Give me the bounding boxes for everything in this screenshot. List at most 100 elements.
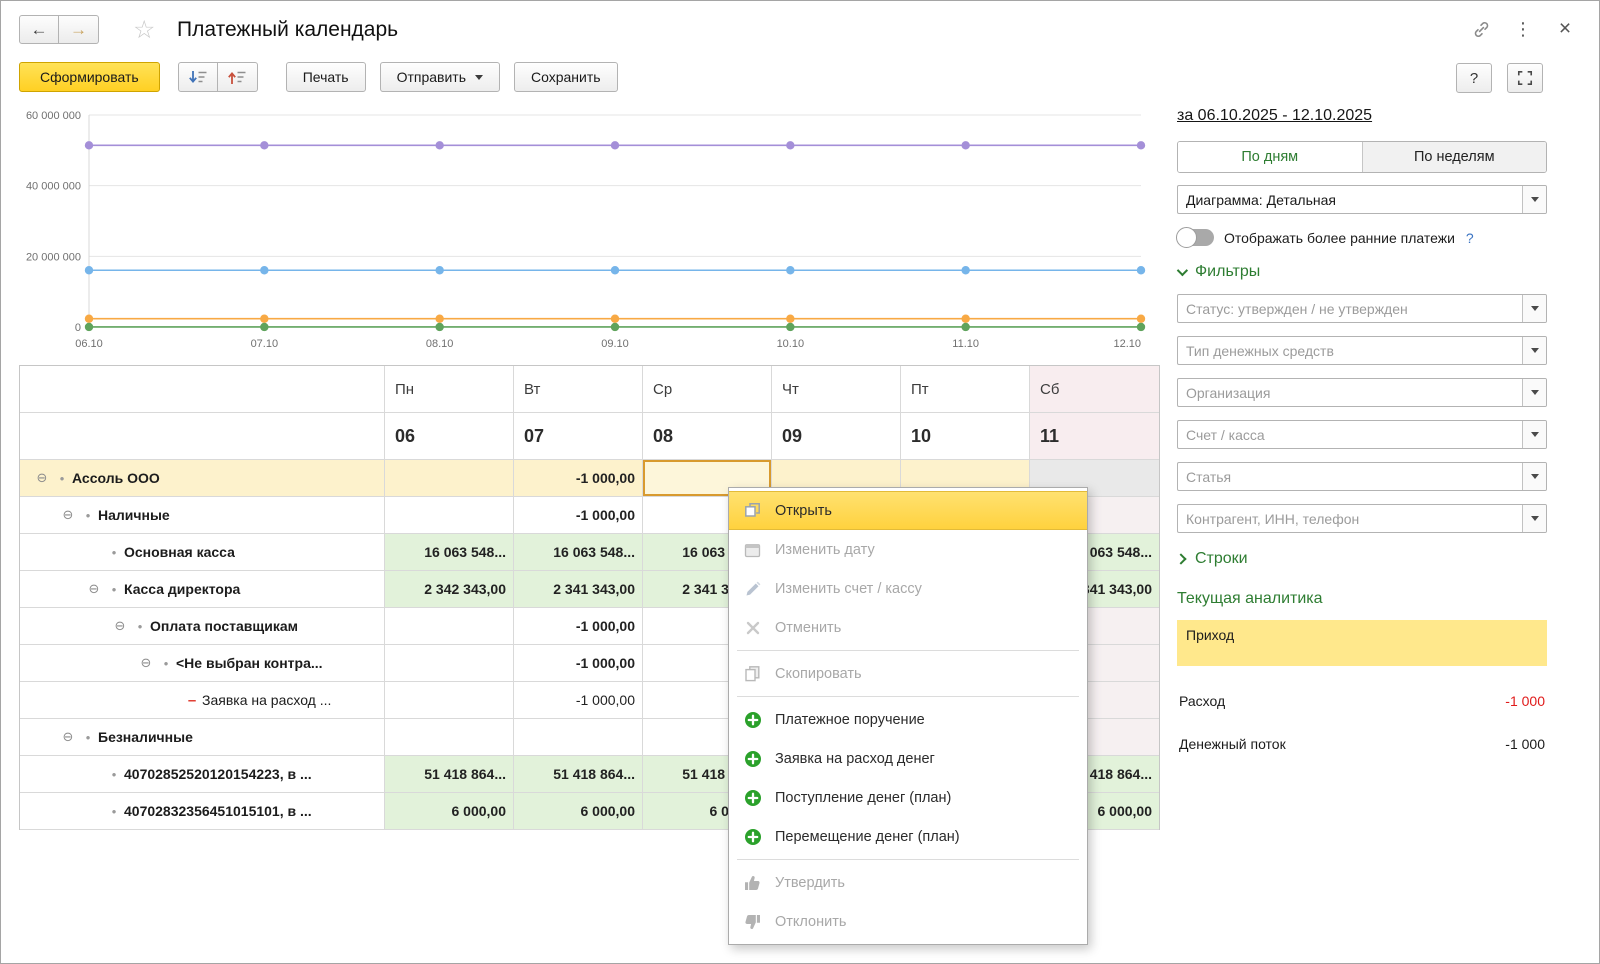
print-button[interactable]: Печать [285,62,366,92]
back-button[interactable]: ← [19,15,59,44]
table-cell[interactable]: -1 000,00 [514,682,643,719]
filters-section-toggle[interactable]: Фильтры [1176,263,1547,281]
table-cell[interactable]: 2 341 343,00 [514,571,643,608]
rows-section-title: Строки [1195,550,1248,567]
dropdown-button[interactable] [1522,295,1546,322]
generate-button[interactable]: Сформировать [19,62,160,92]
menu-item-label: Отменить [775,619,842,636]
table-cell[interactable]: 51 418 864... [514,756,643,793]
day-header-cell: Вт [514,366,643,413]
row-label: <Не выбран контра... [176,655,323,671]
table-cell[interactable] [385,682,514,719]
dropdown-button[interactable] [1522,186,1546,213]
copy-icon [743,664,762,683]
table-cell[interactable]: 51 418 864... [385,756,514,793]
row-label-cell[interactable]: ⊖ • <Не выбран контра... [20,645,385,682]
table-cell[interactable] [385,645,514,682]
dropdown-button[interactable] [1522,421,1546,448]
earlier-payments-toggle[interactable] [1176,227,1214,248]
diagram-combobox[interactable]: Диаграмма: Детальная [1177,185,1547,214]
filter-combobox[interactable]: Статус: утвержден / не утвержден [1177,294,1547,323]
table-cell[interactable]: 16 063 548... [514,534,643,571]
chevron-down-icon [1530,197,1539,202]
table-cell[interactable]: 2 342 343,00 [385,571,514,608]
dropdown-button[interactable] [1522,463,1546,490]
row-label-cell[interactable]: • 40702852520120154223, в ... [20,756,385,793]
row-label-cell[interactable]: • 40702832356451015101, в ... [20,793,385,830]
tab-by-weeks[interactable]: По неделям [1361,142,1546,172]
table-cell[interactable]: -1 000,00 [514,645,643,682]
table-cell[interactable]: 16 063 548... [385,534,514,571]
expander-icon[interactable]: ⊖ [62,507,74,522]
context-menu: Открыть Изменить дату Изменить счет / касс… [728,487,1088,945]
expander-icon[interactable]: ⊖ [88,581,100,596]
filter-combobox[interactable]: Счет / касса [1177,420,1547,449]
table-cell[interactable]: -1 000,00 [514,497,643,534]
filter-combobox[interactable]: Тип денежных средств [1177,336,1547,365]
close-icon[interactable]: × [1558,17,1572,40]
fullscreen-button[interactable] [1507,63,1543,93]
save-button[interactable]: Сохранить [513,62,618,92]
dropdown-button[interactable] [1522,379,1546,406]
table-cell[interactable] [385,497,514,534]
row-label-cell[interactable]: – Заявка на расход ... [20,682,385,719]
filter-combobox[interactable]: Статья [1177,462,1547,491]
caret-down-icon [474,74,483,80]
table-cell[interactable] [385,608,514,645]
row-label: Касса директора [124,581,241,597]
view-tabs: По дням По неделям [1177,141,1547,173]
expander-icon[interactable]: ⊖ [114,618,126,633]
analytics-row[interactable]: Денежный поток -1 000 [1177,736,1547,752]
table-cell[interactable] [385,719,514,756]
context-menu-item[interactable]: Открыть [729,491,1087,530]
favorite-star-icon[interactable]: ☆ [133,16,156,44]
menu-item-label: Перемещение денег (план) [775,828,960,845]
earlier-payments-row: Отображать более ранние платежи ? [1176,227,1547,248]
analytics-row-income[interactable]: Приход [1177,620,1547,666]
dropdown-button[interactable] [1522,337,1546,364]
svg-text:20 000 000: 20 000 000 [26,251,81,263]
context-menu-item[interactable]: Поступление денег (план) [729,778,1087,817]
toggle-knob [1176,227,1197,248]
earlier-payments-help-link[interactable]: ? [1465,229,1474,246]
bullet-icon: • [59,470,65,486]
help-button[interactable]: ? [1456,63,1492,93]
sort-descending-button[interactable] [177,62,218,92]
row-label: Оплата поставщикам [150,618,298,634]
row-label-cell[interactable]: ⊖ • Наличные [20,497,385,534]
link-icon[interactable] [1471,19,1491,39]
context-menu-item[interactable]: Заявка на расход денег [729,739,1087,778]
table-cell[interactable] [385,460,514,497]
rows-section-toggle[interactable]: Строки [1175,550,1547,568]
filter-combobox[interactable]: Контрагент, ИНН, телефон [1177,504,1547,533]
context-menu-item[interactable]: Платежное поручение [729,700,1087,739]
period-link[interactable]: за 06.10.2025 - 12.10.2025 [1177,107,1373,124]
row-label-cell[interactable]: • Основная касса [20,534,385,571]
day-header-cell: Ср [643,366,772,413]
expander-icon[interactable]: ⊖ [36,470,48,485]
table-cell[interactable]: -1 000,00 [514,608,643,645]
table-cell[interactable] [514,719,643,756]
expander-icon[interactable]: ⊖ [62,729,74,744]
row-label-cell[interactable]: ⊖ • Оплата поставщикам [20,608,385,645]
forward-button[interactable]: → [59,15,99,44]
expander-icon[interactable]: ⊖ [140,655,152,670]
filter-placeholder: Статья [1186,468,1232,485]
send-button[interactable]: Отправить [379,62,500,92]
table-cell[interactable]: 6 000,00 [514,793,643,830]
filter-combobox[interactable]: Организация [1177,378,1547,407]
context-menu-item[interactable]: Перемещение денег (план) [729,817,1087,856]
svg-text:06.10: 06.10 [75,338,103,350]
analytics-row[interactable]: Расход -1 000 [1177,693,1547,709]
plus-icon [743,710,762,729]
row-label-cell[interactable]: ⊖ • Касса директора [20,571,385,608]
row-label-cell[interactable]: ⊖ • Ассоль ООО [20,460,385,497]
dropdown-button[interactable] [1522,505,1546,532]
row-label-cell[interactable]: ⊖ • Безналичные [20,719,385,756]
more-menu-icon[interactable]: ⋮ [1514,18,1532,39]
sort-ascending-button[interactable] [217,62,258,92]
table-cell[interactable]: 6 000,00 [385,793,514,830]
table-cell[interactable]: -1 000,00 [514,460,643,497]
pencil-icon [743,579,762,598]
tab-by-days[interactable]: По дням [1178,142,1362,172]
